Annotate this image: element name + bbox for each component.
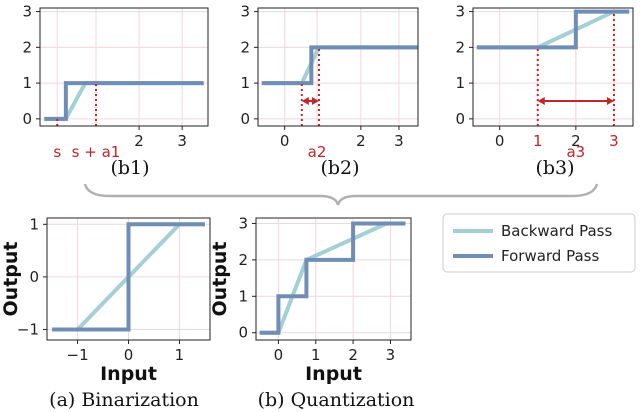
y-tick-label-b3: 3 [455,3,465,21]
x-axis-label-a: Input [100,363,157,385]
x-tick-label-b: 3 [386,346,396,364]
legend-label-backward: Backward Pass [501,222,612,240]
plot-frame-b3 [472,7,634,127]
y-tick-label-b2: 3 [240,3,250,21]
y-tick-label-b1: 0 [22,110,32,128]
y-tick-label-b: 0 [238,324,248,342]
red-tick-label-b1: s + a1 [72,143,121,161]
y-tick-label-b: 2 [238,251,248,269]
red-tick-label-b3: 3 [609,132,619,150]
x-tick-label-b3: 2 [571,132,581,150]
arrow-head-left-b3 [537,96,545,105]
y-tick-label-a: 1 [29,215,39,233]
red-tick-label-b2: a2 [308,143,327,161]
x-tick-label-b: 1 [311,346,321,364]
x-tick-label-b2: 3 [394,132,404,150]
red-tick-label-b1: s [53,143,61,161]
x-tick-label-a: 1 [175,346,185,364]
y-tick-label-b3: 0 [455,110,465,128]
forward-line-b3 [476,9,630,50]
forward-line-b1 [44,81,204,121]
y-tick-label-b2: 0 [240,110,250,128]
legend-label-forward: Forward Pass [501,247,599,265]
y-tick-label-b1: 1 [22,74,32,92]
caption-b: (b) Quantization [258,389,415,411]
caption-b1: (b1) [110,157,149,179]
red-tick-label-b3: a3 [566,143,585,161]
arrow-head-right-b3 [606,96,614,105]
y-tick-label-b1: 2 [22,38,32,56]
x-tick-label-b2: 0 [280,132,290,150]
backward-line-b2 [261,45,418,86]
forward-line-b [259,221,406,335]
caption-b2: (b2) [320,157,359,179]
x-tick-label-a: 0 [124,346,134,364]
x-tick-label-b: 2 [348,346,358,364]
y-tick-label-a: −1 [17,320,39,338]
y-tick-label-b3: 1 [455,74,465,92]
x-tick-label-a: −1 [67,346,89,364]
plot-frame-b [255,217,412,341]
backward-line-b1 [44,81,204,121]
y-axis-label-b: Output [209,242,231,317]
y-tick-label-b2: 1 [240,74,250,92]
caption-a: (a) Binarization [49,389,199,411]
arrow-head-right-b2 [311,96,319,105]
plot-frame-b1 [39,7,209,127]
forward-line-a [52,222,205,332]
y-tick-label-b2: 2 [240,38,250,56]
caption-b3: (b3) [535,157,574,179]
red-tick-label-b3: 1 [533,132,543,150]
backward-line-b [259,221,406,335]
y-tick-label-a: 0 [29,268,39,286]
y-axis-label-a: Output [0,242,22,317]
group-brace [83,183,599,206]
y-tick-label-b: 1 [238,287,248,305]
x-tick-label-b3: 0 [495,132,505,150]
x-axis-label-b: Input [305,363,362,385]
x-tick-label-b1: 3 [177,132,187,150]
forward-line-b2 [261,45,418,86]
x-tick-label-b: 0 [274,346,284,364]
arrow-head-left-b2 [301,96,309,105]
x-tick-label-b1: 2 [134,132,144,150]
y-tick-label-b1: 3 [22,3,32,21]
y-tick-label-b: 3 [238,214,248,232]
x-tick-label-b2: 2 [356,132,366,150]
y-tick-label-b3: 2 [455,38,465,56]
plot-frame-b2 [257,7,419,127]
